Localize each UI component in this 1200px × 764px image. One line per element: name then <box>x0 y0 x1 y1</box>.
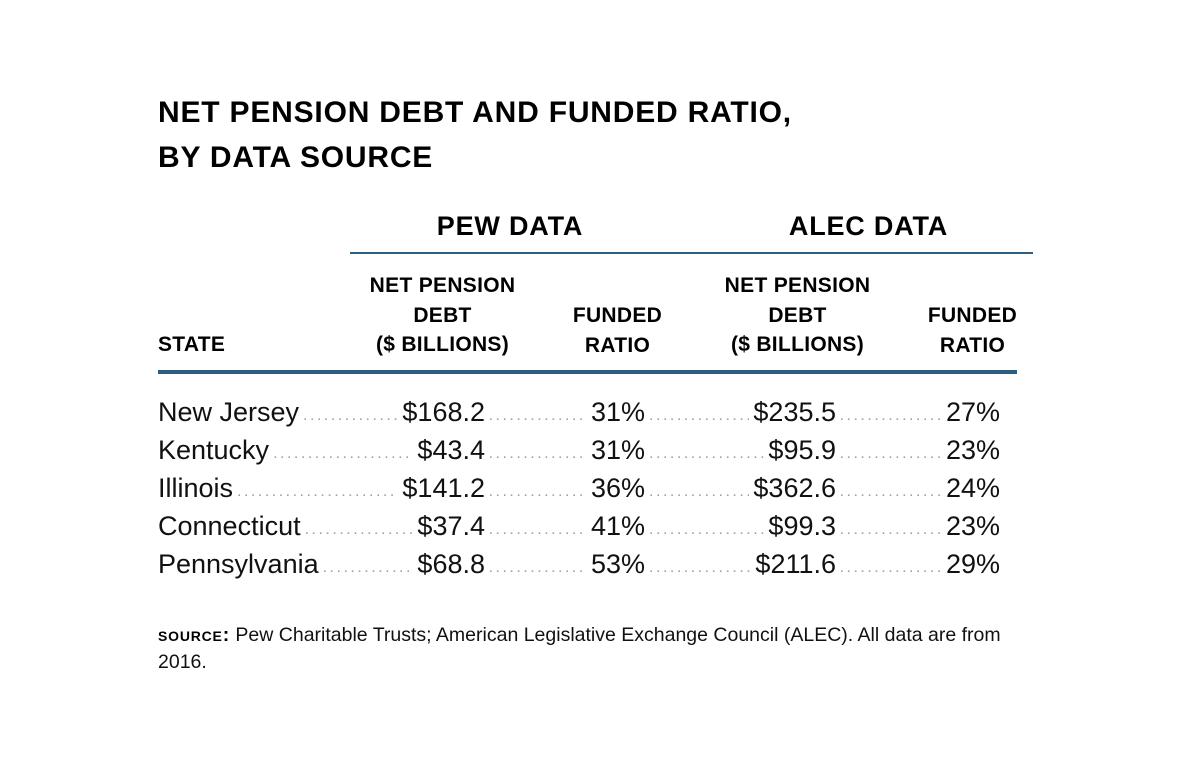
dot-leader: .................. <box>322 561 413 575</box>
alec-ratio-cell: 24% <box>945 473 1000 503</box>
column-header-alec-ratio-line-2: RATIO <box>939 333 1006 357</box>
chart-title: NET PENSION DEBT AND FUNDED RATIO, BY DA… <box>158 90 1058 180</box>
column-header-alec-debt-line-2: DEBT <box>768 303 827 327</box>
pew-ratio-cell: 31% <box>590 397 645 427</box>
alec-debt-cell: $211.6 <box>755 549 836 579</box>
alec-ratio-cell: 27% <box>945 397 1000 427</box>
dot-leader: ................... <box>488 523 587 537</box>
dot-leader: ................... <box>488 409 587 423</box>
source-text: Pew Charitable Trusts; American Legislat… <box>158 624 1001 673</box>
dot-leader: ................... <box>649 561 751 575</box>
pew-ratio-cell: 53% <box>590 549 645 579</box>
pew-debt-cell: $37.4 <box>417 511 485 541</box>
column-header-alec-debt-line-3: ($ BILLIONS) <box>730 333 865 356</box>
pew-debt-cell: $168.2 <box>402 397 485 427</box>
alec-debt-cell: $99.3 <box>768 511 836 541</box>
column-header-pew-debt-line-3: ($ BILLIONS) <box>375 333 510 356</box>
pew-ratio-cell: 41% <box>590 511 645 541</box>
group-header-alec: ALEC DATA <box>788 211 949 241</box>
dot-leader: ................... <box>488 561 587 575</box>
column-header-alec-ratio-line-1: FUNDED <box>927 304 1018 327</box>
dot-leader: ................... <box>649 485 749 499</box>
dot-leader: .................... <box>839 409 942 423</box>
column-header-pew-debt-line-2: DEBT <box>413 303 472 327</box>
column-header-alec-debt: NET PENSION DEBT ($ BILLIONS) <box>705 271 890 360</box>
column-header-state: STATE <box>158 333 226 356</box>
chart-title-line-2: BY DATA SOURCE <box>158 141 434 174</box>
dot-leader: .................... <box>839 561 942 575</box>
state-cell: New Jersey <box>158 397 300 427</box>
dot-leader: ................... <box>649 409 749 423</box>
table-body: New Jersey $168.2 31% $235.5 27% .......… <box>158 393 1018 583</box>
column-header-pew-debt-line-1: NET PENSION <box>369 274 516 297</box>
dot-leader: .................. <box>303 409 398 423</box>
column-header-pew-ratio-line-2: RATIO <box>584 333 651 357</box>
state-cell: Pennsylvania <box>158 549 319 579</box>
dot-leader: ...................... <box>649 523 764 537</box>
state-cell: Kentucky <box>158 435 270 465</box>
dot-leader: .................... <box>839 447 942 461</box>
pew-ratio-cell: 31% <box>590 435 645 465</box>
alec-debt-cell: $235.5 <box>753 397 836 427</box>
table-row: Kentucky $43.4 31% $95.9 23% ...........… <box>158 431 1018 469</box>
table-row: Connecticut $37.4 41% $99.3 23% ........… <box>158 507 1018 545</box>
column-header-alec-debt-line-1: NET PENSION <box>724 274 871 297</box>
pew-debt-cell: $141.2 <box>402 473 485 503</box>
dot-leader: ............................. <box>237 485 398 499</box>
table-row: Pennsylvania $68.8 53% $211.6 29% ......… <box>158 545 1018 583</box>
group-header-rule <box>350 252 1033 254</box>
dot-leader: .................... <box>839 485 942 499</box>
dot-leader: ................... <box>488 447 587 461</box>
dot-leader: .......................... <box>273 447 413 461</box>
header-rule <box>158 370 1017 374</box>
state-cell: Illinois <box>158 473 234 503</box>
table-row: New Jersey $168.2 31% $235.5 27% .......… <box>158 393 1018 431</box>
alec-ratio-cell: 29% <box>945 549 1000 579</box>
dot-leader: .................... <box>839 523 942 537</box>
pew-debt-cell: $43.4 <box>417 435 485 465</box>
dot-leader: ...................... <box>649 447 764 461</box>
table-row: Illinois $141.2 36% $362.6 24% .........… <box>158 469 1018 507</box>
pew-ratio-cell: 36% <box>590 473 645 503</box>
alec-debt-cell: $362.6 <box>753 473 836 503</box>
column-header-pew-ratio-line-1: FUNDED <box>572 304 663 327</box>
chart-title-line-1: NET PENSION DEBT AND FUNDED RATIO, <box>158 96 792 129</box>
dot-leader: ..................... <box>304 523 413 537</box>
source-note: source: Pew Charitable Trusts; American … <box>158 622 1038 676</box>
alec-debt-cell: $95.9 <box>768 435 836 465</box>
dot-leader: ................... <box>488 485 587 499</box>
pew-debt-cell: $68.8 <box>417 549 485 579</box>
column-header-pew-ratio: FUNDED RATIO <box>560 301 675 360</box>
column-header-alec-ratio: FUNDED RATIO <box>915 301 1030 360</box>
alec-ratio-cell: 23% <box>945 435 1000 465</box>
alec-ratio-cell: 23% <box>945 511 1000 541</box>
source-label: source: <box>158 624 230 646</box>
group-header-pew: PEW DATA <box>436 211 584 241</box>
column-header-pew-debt: NET PENSION DEBT ($ BILLIONS) <box>350 271 535 360</box>
state-cell: Connecticut <box>158 511 301 541</box>
